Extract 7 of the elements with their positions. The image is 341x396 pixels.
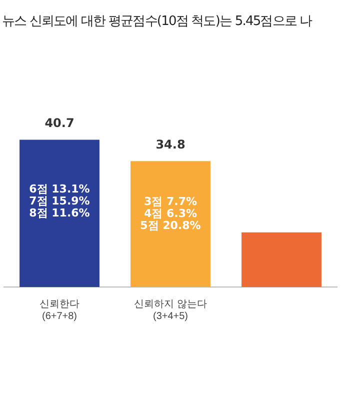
x-tick-label: 신뢰하지 않는다 (3+4+5) (134, 298, 207, 322)
data-label: 34.8 (156, 137, 186, 152)
annotation: 6점 13.1% 7점 15.9% 8점 11.6% (29, 182, 90, 220)
x-tick-label: 신뢰한다 (6+7+8) (40, 298, 80, 322)
data-label: 40.7 (44, 116, 74, 130)
annotation: 3점 7.7% 4점 6.3% 5점 20.8% (140, 194, 201, 232)
chart-title: 뉴스 신뢰도에 대한 평균점수(10점 척도)는 5.45점으로 나 (2, 13, 312, 30)
